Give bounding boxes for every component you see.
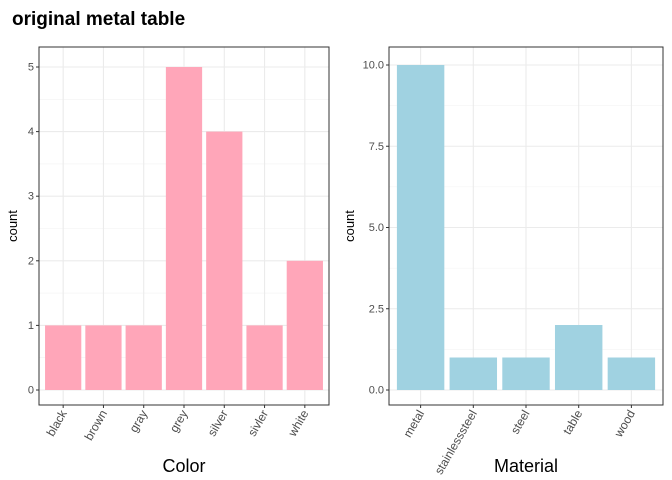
y-tick-label: 0.0 — [369, 385, 384, 397]
x-tick-label: sivler — [245, 408, 271, 439]
undefined-bar-black — [45, 325, 82, 390]
x-tick-label: white — [285, 407, 312, 439]
y-tick-label: 0 — [28, 385, 34, 397]
y-tick-label: 3 — [28, 191, 34, 203]
undefined-bar-white — [286, 260, 323, 390]
x-tick-label: table — [560, 407, 585, 437]
y-tick-label: 5 — [28, 62, 34, 74]
undefined-x-axis-label: Color — [162, 456, 205, 476]
x-tick-label: stainlesssteel — [432, 408, 480, 477]
x-tick-label: metal — [400, 408, 427, 440]
x-tick-label: steel — [508, 408, 533, 437]
y-tick-label: 4 — [28, 126, 34, 138]
x-tick-label: brown — [82, 408, 110, 443]
undefined-y-axis-label: count — [342, 210, 357, 242]
x-tick-label: silver — [205, 408, 231, 439]
undefined-bar-wood — [607, 357, 656, 390]
y-tick-label: 10.0 — [363, 60, 384, 72]
x-tick-label: wood — [611, 408, 638, 441]
y-tick-label: 5.0 — [369, 222, 384, 234]
chart-title: original metal table — [12, 9, 186, 30]
undefined-bar-gray — [125, 325, 162, 390]
y-tick-label: 7.5 — [369, 141, 384, 153]
undefined-bar-table — [554, 325, 603, 390]
y-tick-label: 2 — [28, 255, 34, 267]
undefined-y-axis-label: count — [5, 210, 20, 242]
undefined-bar-grey — [165, 67, 203, 390]
undefined-bar-brown — [85, 325, 122, 390]
undefined-bar-stainlesssteel — [449, 357, 498, 390]
undefined-bar-sivler — [246, 325, 283, 390]
x-tick-label: grey — [167, 408, 191, 435]
undefined-bar-steel — [502, 357, 550, 390]
undefined-x-axis-label: Material — [494, 456, 558, 476]
color-count-panel: 0 1 2 3 4 5 black brown gray grey silver sivler whit… — [5, 46, 330, 476]
y-tick-label: 2.5 — [369, 303, 384, 315]
y-tick-label: 1 — [28, 320, 34, 332]
x-tick-label: gray — [127, 408, 151, 435]
undefined-bar-silver — [206, 131, 243, 390]
material-count-panel: 0.0 2.5 5.0 7.5 10.0 metal stainlesssteel steel… — [342, 46, 664, 477]
undefined-bar-metal — [396, 65, 445, 390]
x-tick-label: black — [44, 407, 71, 439]
